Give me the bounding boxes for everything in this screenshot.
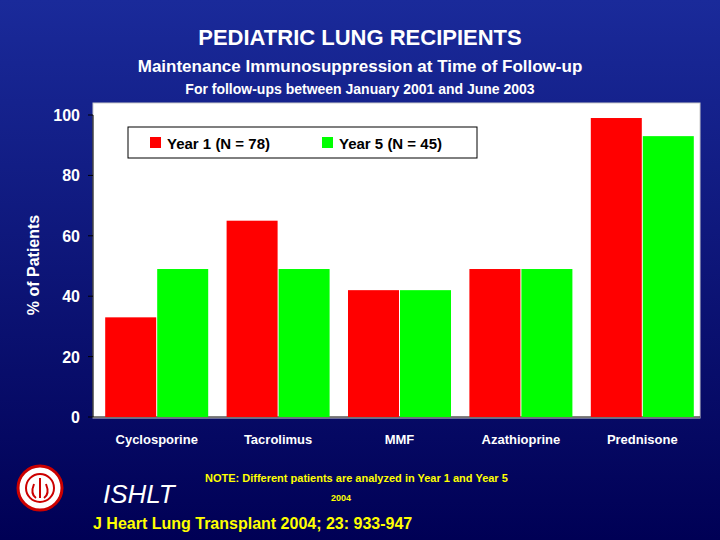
y-tick xyxy=(88,175,93,176)
x-tick-label: Azathioprine xyxy=(482,432,561,447)
logo-lungs xyxy=(32,478,47,498)
bar xyxy=(279,269,330,417)
annotation: NOTE: Different patients are analyzed in… xyxy=(205,472,508,484)
bar xyxy=(157,269,208,417)
legend-label: Year 1 (N = 78) xyxy=(167,135,270,152)
annotation: J Heart Lung Transplant 2004; 23: 933-94… xyxy=(93,515,412,532)
y-tick-label: 100 xyxy=(53,107,80,124)
bar xyxy=(591,118,642,417)
legend-swatch xyxy=(150,137,161,148)
logo-inner xyxy=(26,474,54,502)
y-tick xyxy=(88,356,93,357)
bar xyxy=(469,269,520,417)
legend-swatch xyxy=(322,137,333,148)
x-tick-label: Tacrolimus xyxy=(244,432,312,447)
background xyxy=(0,0,720,540)
x-tick-label: Prednisone xyxy=(607,432,678,447)
y-axis xyxy=(93,115,94,417)
y-tick xyxy=(88,417,93,418)
bar xyxy=(643,136,694,417)
plot-area xyxy=(93,103,700,418)
x-tick-label: MMF xyxy=(385,432,415,447)
subtitle: For follow-ups between January 2001 and … xyxy=(185,81,535,97)
y-tick-label: 20 xyxy=(62,349,80,366)
bar xyxy=(105,317,156,417)
y-tick xyxy=(88,296,93,297)
subtitle: Maintenance Immunosuppression at Time of… xyxy=(138,57,583,76)
y-tick-label: 60 xyxy=(62,228,80,245)
y-axis-label: % of Patients xyxy=(25,215,42,316)
legend: Year 1 (N = 78) Year 5 (N = 45) xyxy=(128,127,477,158)
y-tick xyxy=(88,115,93,116)
legend-label: Year 5 (N = 45) xyxy=(339,135,442,152)
annotation: 2004 xyxy=(331,493,351,503)
bar xyxy=(400,290,451,417)
y-tick-label: 80 xyxy=(62,167,80,184)
bar xyxy=(348,290,399,417)
y-tick-label: 40 xyxy=(62,288,80,305)
legend-box xyxy=(128,127,477,158)
title: PEDIATRIC LUNG RECIPIENTS xyxy=(198,25,522,50)
y-tick-label: 0 xyxy=(71,409,80,426)
bars xyxy=(105,118,694,417)
x-tick-label: Cyclosporine xyxy=(116,432,198,447)
bar xyxy=(227,221,278,417)
logo-ring xyxy=(18,466,62,510)
logo xyxy=(18,466,62,510)
annotation: ISHLT xyxy=(103,479,177,509)
y-tick xyxy=(88,235,93,236)
bar xyxy=(521,269,572,417)
chart: PEDIATRIC LUNG RECIPIENTS Maintenance Imm… xyxy=(0,0,720,540)
